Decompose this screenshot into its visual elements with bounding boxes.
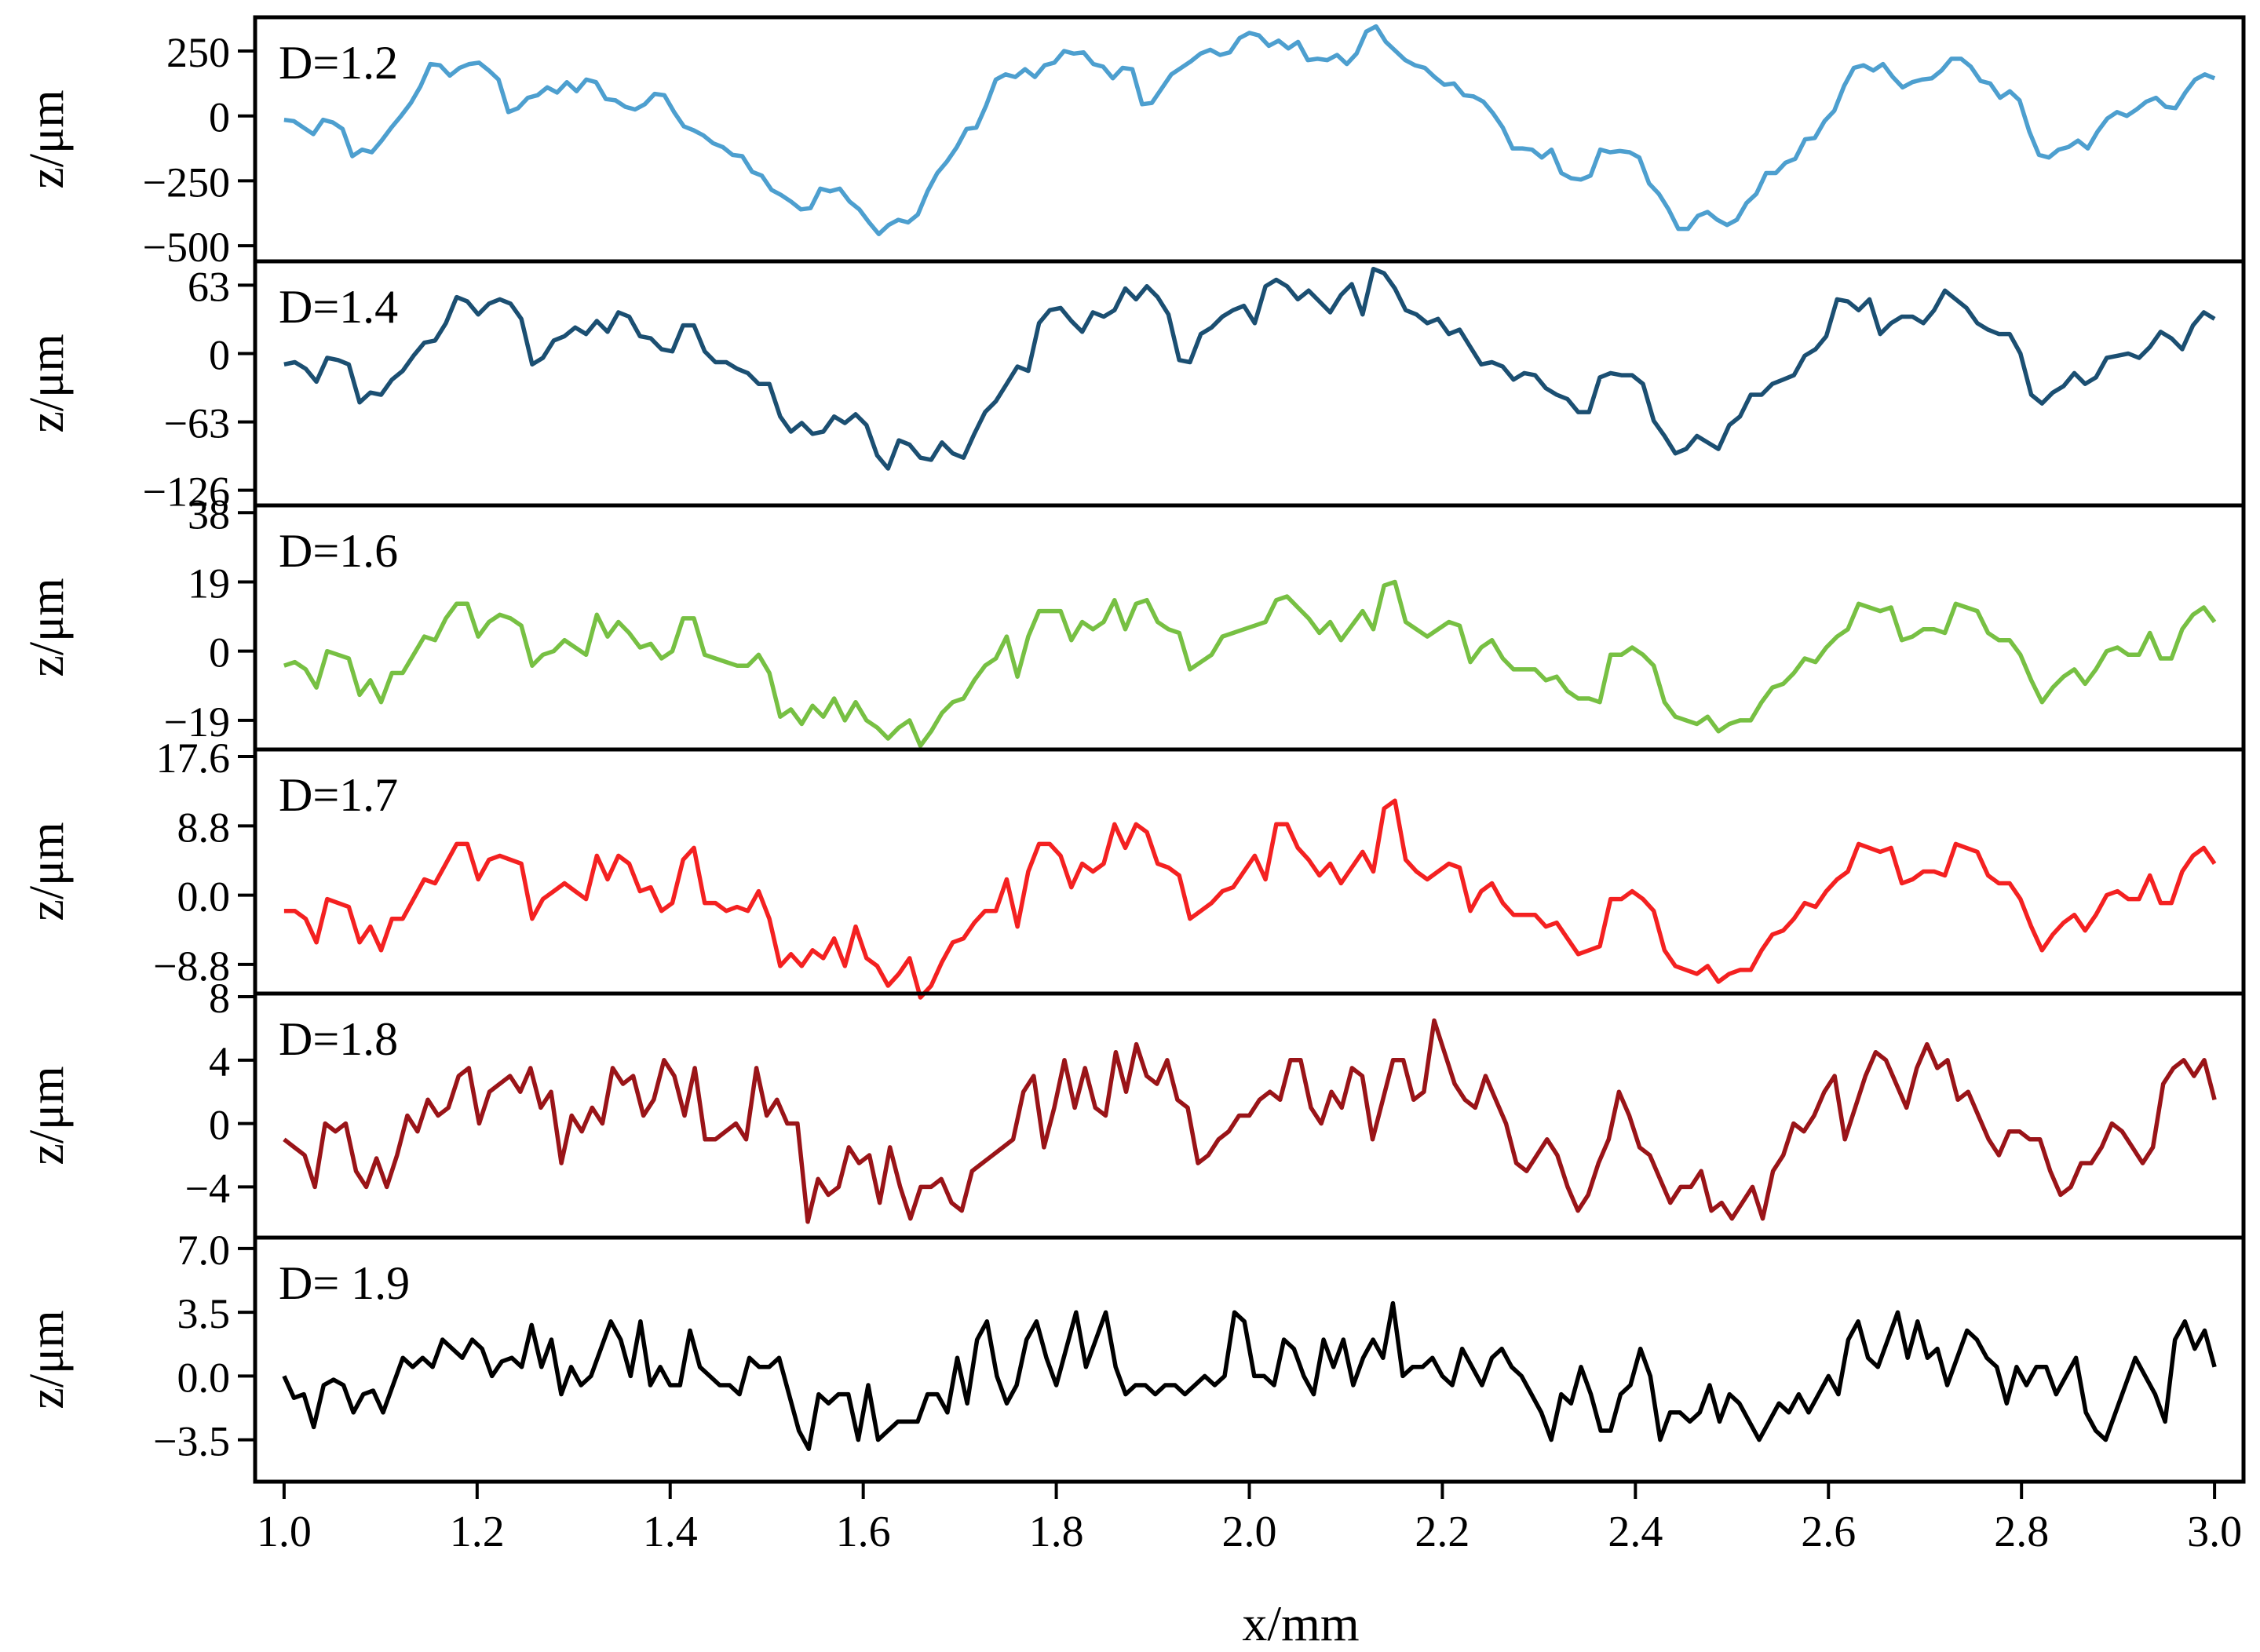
y-tick-label-4-1: 17.6 xyxy=(156,735,231,782)
x-tick-label-3: 1.4 xyxy=(643,1508,698,1556)
y-tick-label-2-1: 63 xyxy=(188,263,230,310)
y-tick-label-3-3: 0 xyxy=(209,629,230,676)
y-tick-label-1-1: 250 xyxy=(166,29,230,76)
y-tick-label-3-4: −19 xyxy=(164,698,230,746)
x-tick-label-10: 2.8 xyxy=(1994,1508,2049,1556)
y-axis-label-6: z/μm xyxy=(20,1310,74,1409)
y-tick-label-5-1: 8 xyxy=(209,975,230,1022)
y-tick-label-6-2: 3.5 xyxy=(177,1290,231,1337)
y-tick-label-1-3: −250 xyxy=(143,159,230,206)
panel-5: 8 4 0 −4 z/μm D=1.8 xyxy=(20,975,2246,1240)
x-tick-label-4: 1.6 xyxy=(836,1508,891,1556)
y-tick-label-6-3: 0.0 xyxy=(177,1354,231,1401)
y-tick-label-5-4: −4 xyxy=(185,1165,230,1212)
y-tick-label-3-2: 19 xyxy=(188,560,230,607)
y-tick-label-1-4: −500 xyxy=(143,224,230,271)
x-tick-label-5: 1.8 xyxy=(1029,1508,1084,1556)
panel-annotation-1: D=1.2 xyxy=(279,37,398,89)
y-tick-label-5-2: 4 xyxy=(209,1038,230,1085)
panel-annotation-4: D=1.7 xyxy=(279,769,398,821)
series-line-3 xyxy=(283,579,2217,749)
y-tick-label-6-1: 7.0 xyxy=(177,1227,231,1274)
panel-annotation-6: D= 1.9 xyxy=(279,1257,410,1309)
y-tick-label-5-3: 0 xyxy=(209,1102,230,1149)
x-tick-label-8: 2.4 xyxy=(1608,1508,1663,1556)
panel-3: 38 19 0 −19 z/μm D=1.6 xyxy=(20,490,2246,752)
x-axis: 1.0 1.2 1.4 1.6 1.8 2.0 2.2 2.4 2.6 2.8 3.0 xyxy=(257,1482,2242,1556)
x-tick-label-1: 1.0 xyxy=(257,1508,312,1556)
panel-annotation-3: D=1.6 xyxy=(279,525,398,577)
y-axis-label-3: z/μm xyxy=(20,578,74,676)
y-tick-label-4-3: 0.0 xyxy=(177,873,231,921)
x-tick-label-2: 1.2 xyxy=(450,1508,505,1556)
series-line-2 xyxy=(283,266,2216,471)
y-axis-label-5: z/μm xyxy=(20,1066,74,1165)
series-line-4 xyxy=(283,798,2217,1000)
panel-annotation-2: D=1.4 xyxy=(279,281,398,333)
series-line-6 xyxy=(282,1300,2217,1451)
panel-annotation-5: D=1.8 xyxy=(279,1013,398,1065)
y-tick-label-2-2: 0 xyxy=(209,331,230,378)
x-axis-label: x/mm xyxy=(1242,1595,1359,1651)
y-axis-label-2: z/μm xyxy=(20,334,74,432)
panel-4: 17.6 8.8 0.0 −8.8 z/μm D=1.7 xyxy=(20,735,2246,1000)
y-tick-label-6-4: −3.5 xyxy=(153,1418,230,1465)
panels-group: 250 0 −250 −500 z/μm D=1.2 63 0 −63 −126 z/μm D=1.4… xyxy=(20,15,2246,1484)
panel-6: 7.0 3.5 0.0 −3.5 z/μm D= 1.9 xyxy=(20,1227,2246,1484)
y-axis-label-4: z/μm xyxy=(20,822,74,921)
x-tick-label-6: 2.0 xyxy=(1222,1508,1277,1556)
y-tick-label-1-2: 0 xyxy=(209,94,230,141)
y-tick-label-3-1: 38 xyxy=(188,490,230,538)
y-axis-label-1: z/μm xyxy=(20,89,74,188)
y-tick-label-2-4: −126 xyxy=(143,469,230,516)
series-line-1 xyxy=(283,24,2216,237)
x-tick-label-11: 3.0 xyxy=(2187,1508,2242,1556)
y-tick-label-4-4: −8.8 xyxy=(153,943,230,990)
y-tick-label-4-2: 8.8 xyxy=(177,804,231,851)
y-tick-label-2-3: −63 xyxy=(164,400,230,447)
x-tick-label-7: 2.2 xyxy=(1415,1508,1470,1556)
series-line-5 xyxy=(283,1018,2217,1224)
x-tick-label-9: 2.6 xyxy=(1801,1508,1856,1556)
